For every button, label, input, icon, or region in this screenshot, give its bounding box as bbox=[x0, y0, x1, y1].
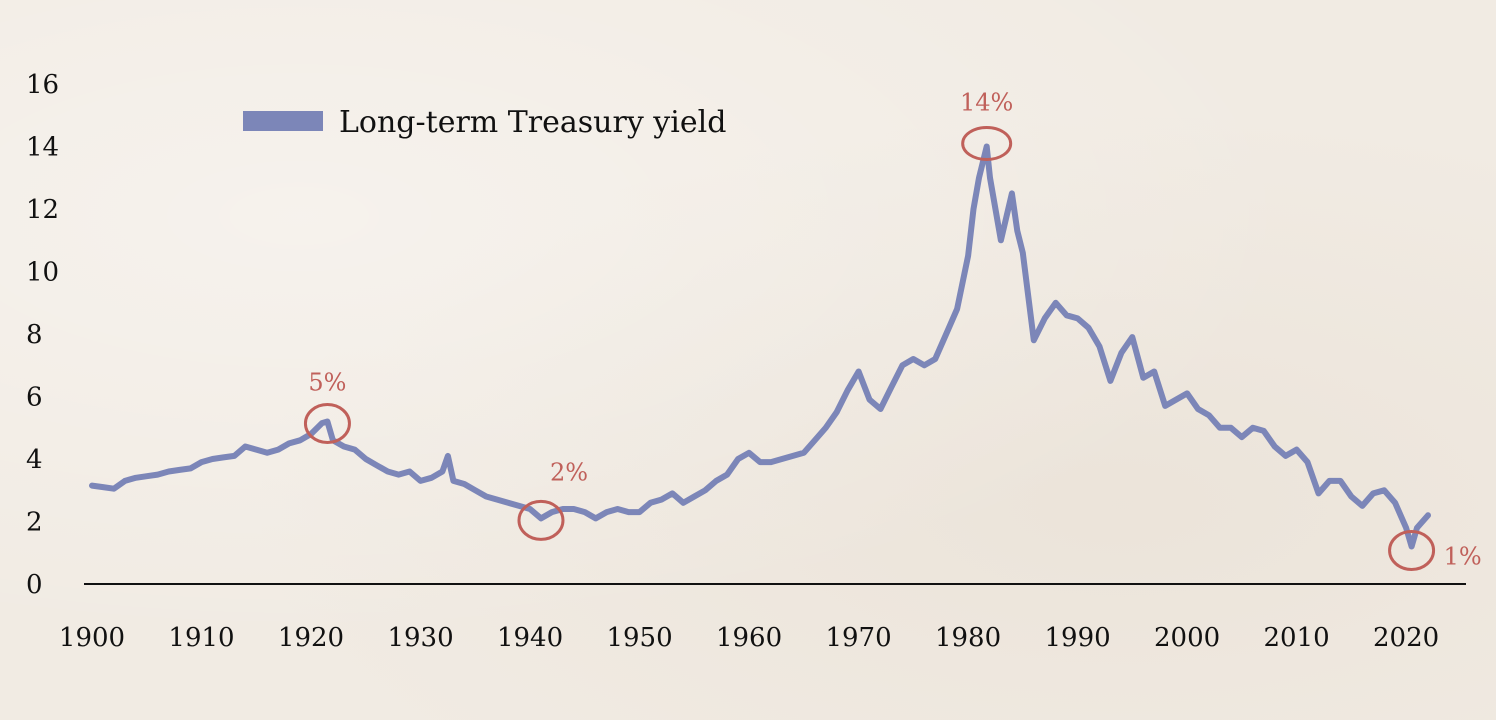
x-tick-label: 1960 bbox=[716, 623, 782, 653]
y-tick-label: 2 bbox=[26, 508, 43, 538]
y-tick-label: 14 bbox=[26, 133, 59, 163]
annotation-label: 1% bbox=[1444, 543, 1482, 571]
legend: Long-term Treasury yield bbox=[243, 105, 726, 140]
annotation-label: 14% bbox=[960, 89, 1013, 117]
x-tick-label: 1910 bbox=[168, 623, 234, 653]
annotation-circle bbox=[1388, 530, 1436, 571]
x-tick-label: 1940 bbox=[497, 623, 563, 653]
annotation-circle bbox=[303, 403, 351, 444]
annotation-circle bbox=[517, 499, 565, 541]
x-tick-label: 2010 bbox=[1264, 623, 1330, 653]
y-tick-label: 0 bbox=[26, 570, 43, 600]
y-tick-label: 12 bbox=[26, 195, 59, 225]
y-tick-label: 8 bbox=[26, 320, 43, 350]
series-line bbox=[89, 143, 1431, 550]
y-tick-label: 4 bbox=[26, 445, 43, 475]
x-tick-label: 1990 bbox=[1044, 623, 1110, 653]
y-axis-tick-labels: 0 2 4 6 8 10 12 14 16 bbox=[26, 70, 59, 600]
x-tick-label: 1900 bbox=[59, 623, 125, 653]
legend-label: Long-term Treasury yield bbox=[339, 105, 726, 140]
annotation-layer: 5% 2% 14% 1% bbox=[303, 89, 1482, 571]
annotation-label: 5% bbox=[308, 369, 346, 397]
x-axis-tick-labels: 1900 1910 1920 1930 1940 1950 1960 1970 1980 1990… bbox=[59, 623, 1439, 653]
x-tick-label: 1930 bbox=[387, 623, 453, 653]
x-tick-label: 2000 bbox=[1154, 623, 1220, 653]
x-tick-label: 2020 bbox=[1373, 623, 1439, 653]
y-tick-label: 6 bbox=[26, 383, 43, 413]
x-tick-label: 1950 bbox=[606, 623, 672, 653]
x-tick-label: 1970 bbox=[825, 623, 891, 653]
legend-swatch bbox=[243, 111, 323, 131]
annotation-label: 2% bbox=[550, 458, 588, 486]
annotation-circle bbox=[961, 126, 1013, 161]
y-tick-label: 10 bbox=[26, 258, 59, 288]
x-tick-label: 1980 bbox=[935, 623, 1001, 653]
y-tick-label: 16 bbox=[26, 70, 59, 100]
series-layer bbox=[89, 143, 1431, 550]
x-tick-label: 1920 bbox=[278, 623, 344, 653]
